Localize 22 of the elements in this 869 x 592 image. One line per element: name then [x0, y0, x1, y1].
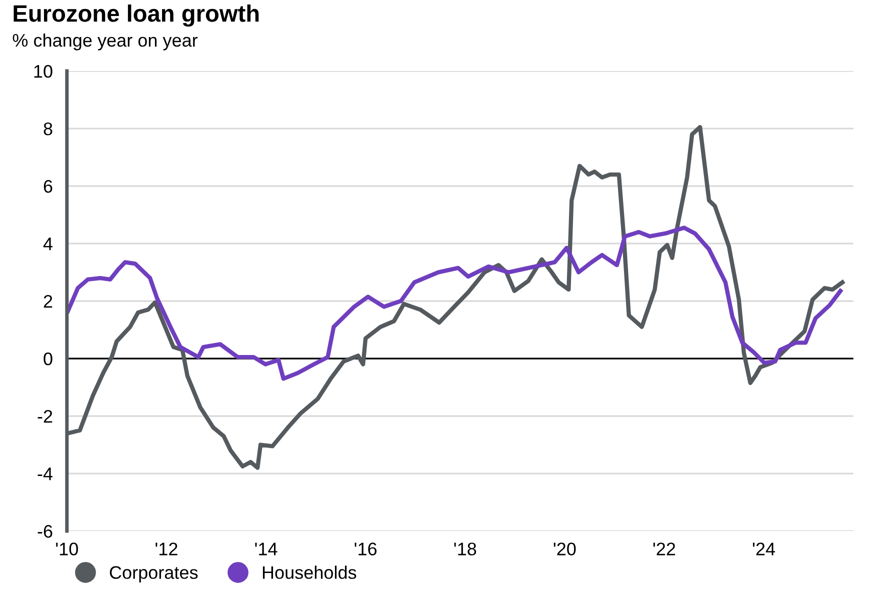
chart-subtitle: % change year on year [12, 33, 198, 50]
x-tick-label: '12 [156, 542, 178, 556]
x-tick-label: '14 [255, 542, 278, 556]
y-tick-label: -6 [38, 524, 52, 538]
x-tick-label: '20 [554, 542, 576, 556]
chart-title: Eurozone loan growth [14, 4, 259, 27]
y-tick-label: 4 [43, 238, 52, 250]
x-tick-label: '16 [354, 542, 377, 556]
y-tick-label: 0 [44, 352, 52, 366]
x-tick-label: '24 [752, 542, 775, 556]
y-tick-label: 10 [34, 64, 52, 78]
x-tick-label: '18 [454, 542, 476, 556]
x-tick-label: '22 [653, 542, 676, 556]
y-tick-label: 8 [44, 122, 52, 136]
y-tick-label: 6 [44, 180, 52, 193]
y-tick-label: 2 [44, 294, 52, 308]
line-series [66, 226, 842, 381]
y-tick-label: -2 [38, 410, 52, 423]
legend-label: Corporates [110, 566, 198, 583]
y-tick-label: -4 [38, 468, 52, 480]
x-tick-label: '10 [56, 542, 78, 556]
legend-label: Households [262, 566, 356, 579]
